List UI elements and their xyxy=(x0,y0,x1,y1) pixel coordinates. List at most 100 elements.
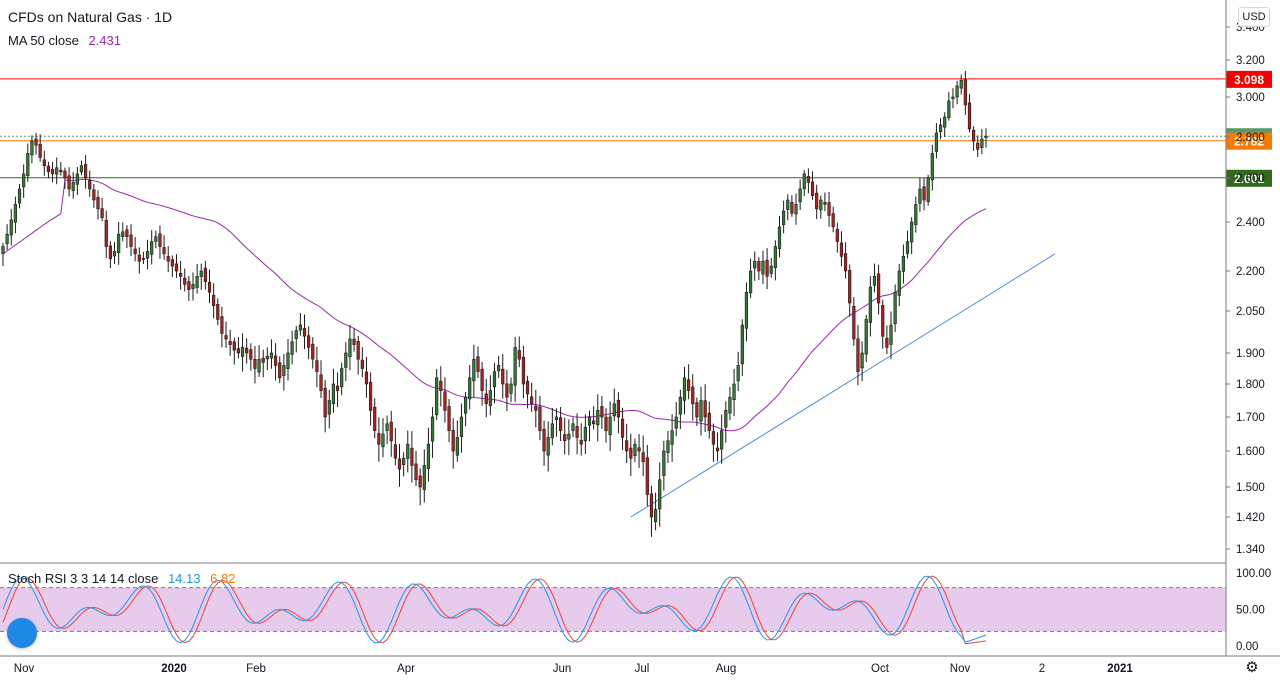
candle-body xyxy=(633,443,637,456)
time-tick-label: Nov xyxy=(950,663,971,675)
candle-body xyxy=(678,396,682,415)
candle-body xyxy=(612,403,616,417)
candle-body xyxy=(112,251,117,257)
logo-icon xyxy=(7,618,37,648)
candle-body xyxy=(579,439,583,445)
candle-body xyxy=(397,458,402,470)
candle-body xyxy=(893,292,897,325)
candle-body xyxy=(761,260,765,275)
candle-body xyxy=(150,241,154,255)
candle-body xyxy=(740,324,744,365)
candle-body xyxy=(835,229,839,242)
candle-body xyxy=(435,377,439,416)
candle-body xyxy=(104,219,108,247)
candle-body xyxy=(1,246,5,255)
candle-body xyxy=(497,365,501,372)
candle-body xyxy=(133,248,137,255)
candle-body xyxy=(653,509,658,523)
candle-body xyxy=(393,444,397,459)
candle-body xyxy=(216,304,220,320)
candle-body xyxy=(121,231,125,237)
candle-body xyxy=(26,153,30,176)
candle-body xyxy=(674,416,678,429)
candle-body xyxy=(947,100,951,118)
level-price-tag xyxy=(1226,169,1272,187)
candle-body xyxy=(794,204,798,215)
candle-body xyxy=(207,281,212,293)
candle-body xyxy=(728,396,732,414)
stoch-rsi-legend: Stoch RSI 3 3 14 14 close 14.13 6.82 xyxy=(8,571,235,586)
candle-body xyxy=(848,270,852,304)
candle-body xyxy=(327,400,331,415)
candle-body xyxy=(608,416,612,435)
price-tick-label: 1.340 xyxy=(1236,544,1265,556)
candle-body xyxy=(402,457,406,465)
candle-body xyxy=(71,182,75,191)
candle-body xyxy=(877,273,881,304)
candle-body xyxy=(480,368,484,391)
time-tick-label: Jul xyxy=(635,663,650,675)
candle-body xyxy=(889,324,893,345)
candle-body xyxy=(757,261,761,272)
symbol-title: CFDs on Natural Gas · 1D xyxy=(8,9,173,25)
price-tick-label: 1.900 xyxy=(1236,348,1265,360)
time-tick-label: Apr xyxy=(397,663,415,675)
candle-body xyxy=(315,360,319,372)
candle-body xyxy=(278,362,282,379)
candle-body xyxy=(273,355,278,366)
candle-body xyxy=(145,251,150,259)
candle-body xyxy=(414,463,418,481)
time-tick-label: Aug xyxy=(716,663,736,675)
candle-body xyxy=(860,352,864,369)
candle-body xyxy=(872,276,877,286)
candle-body xyxy=(356,340,360,360)
candle-body xyxy=(63,170,67,179)
candle-body xyxy=(922,186,926,201)
candle-body xyxy=(707,412,711,431)
price-tick-label: 2.600 xyxy=(1236,173,1265,185)
candle-body xyxy=(658,479,662,510)
support-trendline xyxy=(630,253,1056,518)
candle-body xyxy=(736,365,740,382)
candle-body xyxy=(232,341,236,351)
candle-body xyxy=(905,241,910,254)
candle-body xyxy=(236,348,241,354)
price-tick-label: 3.200 xyxy=(1236,55,1265,67)
currency-button[interactable]: USD xyxy=(1238,7,1270,27)
candle-body xyxy=(426,443,431,469)
stoch-label: Stoch RSI 3 3 14 14 close xyxy=(8,571,159,586)
candle-body xyxy=(406,443,410,459)
candle-body xyxy=(294,330,298,339)
candle-body xyxy=(620,418,625,438)
candle-body xyxy=(868,286,872,323)
osc-tick-label: 0.00 xyxy=(1236,641,1258,653)
candle-body xyxy=(447,406,451,431)
candle-body xyxy=(360,359,364,369)
osc-tick-label: 50.00 xyxy=(1236,605,1265,617)
candle-body xyxy=(976,142,980,150)
candle-body xyxy=(521,356,526,385)
candle-body xyxy=(476,356,480,372)
candle-body xyxy=(509,383,513,394)
candle-body xyxy=(269,352,274,359)
settings-gear-icon[interactable]: ⚙ xyxy=(1245,659,1259,676)
candle-body xyxy=(389,421,393,442)
candle-body xyxy=(513,347,517,386)
candle-body xyxy=(364,371,369,385)
candle-body xyxy=(166,256,170,262)
osc-tick-label: 100.00 xyxy=(1236,568,1271,580)
candle-body xyxy=(910,221,914,243)
candle-body xyxy=(344,352,348,368)
candle-body xyxy=(534,405,538,411)
candle-body xyxy=(984,135,988,138)
candle-body xyxy=(22,173,26,188)
candle-body xyxy=(596,410,600,426)
price-tick-label: 1.800 xyxy=(1236,379,1265,391)
time-tick-label: Nov xyxy=(14,663,35,675)
candle-body xyxy=(806,176,810,183)
time-tick-label: 2020 xyxy=(161,663,187,675)
candle-body xyxy=(46,165,51,173)
candle-body xyxy=(290,341,294,355)
price-tick-label: 1.600 xyxy=(1236,446,1265,458)
